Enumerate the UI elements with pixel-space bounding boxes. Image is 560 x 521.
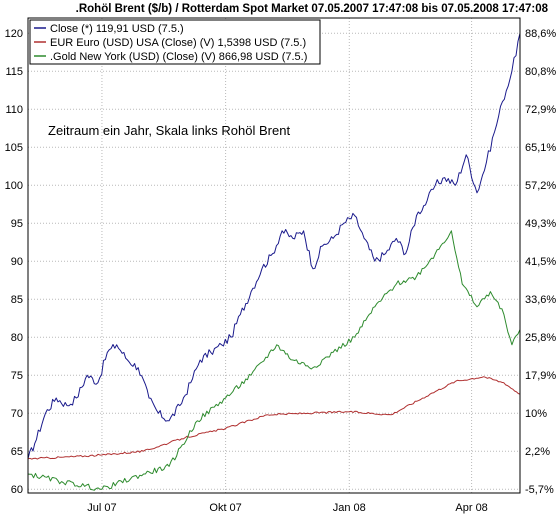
x-tick-label: Jan 08 — [333, 502, 366, 514]
chart-title: .Rohöl Brent ($/b) / Rotterdam Spot Mark… — [76, 3, 549, 15]
legend-entry: EUR Euro (USD) USA (Close) (V) 1,5398 US… — [50, 37, 306, 49]
y-right-tick-label: 2,2% — [525, 446, 550, 458]
series-lines — [27, 33, 521, 491]
x-tick-labels: Jul 07 Okt 07 Jan 08 Apr 08 — [87, 502, 488, 514]
plot-frame — [27, 17, 521, 494]
y-left-tick-label: 65 — [11, 446, 23, 458]
y-left-tick-label: 60 — [11, 484, 23, 496]
y-left-tick-label: 105 — [5, 142, 23, 154]
y-left-tick-label: 110 — [5, 104, 23, 116]
y-right-tick-label: 25,8% — [525, 332, 556, 344]
y-left-tick-label: 90 — [11, 256, 23, 268]
x-tick-label: Apr 08 — [455, 502, 487, 514]
legend-entry: .Gold New York (USD) (Close) (V) 866,98 … — [50, 51, 307, 63]
y-right-tick-label: 88,6% — [525, 28, 556, 40]
y-left-tick-label: 85 — [11, 294, 23, 306]
series-line-2 — [27, 376, 521, 460]
y-right-tick-label: 65,1% — [525, 142, 556, 154]
y-right-tick-label: 10% — [525, 408, 547, 420]
y-left-tick-label: 80 — [11, 332, 23, 344]
y-right-tick-label: 33,6% — [525, 294, 556, 306]
x-tick-label: Okt 07 — [209, 502, 241, 514]
y-left-tick-labels: 60 65 70 75 80 85 90 95 100 105 110 115 120 — [5, 28, 23, 496]
legend-entry: Close (*) 119,91 USD (7.5.) — [50, 23, 184, 35]
legend-box — [29, 19, 321, 65]
annotation: Zeitraum ein Jahr, Skala links Rohöl Bre… — [48, 123, 290, 138]
series-line-1 — [27, 33, 521, 459]
y-left-tick-label: 120 — [5, 28, 23, 40]
grid — [28, 18, 520, 493]
y-left-tick-label: 100 — [5, 180, 23, 192]
y-right-tick-label: 80,8% — [525, 66, 556, 78]
y-left-tick-label: 115 — [5, 66, 23, 78]
legend: Close (*) 119,91 USD (7.5.) EUR Euro (USD… — [29, 19, 321, 65]
series-line-3 — [27, 230, 521, 491]
y-left-tick-label: 70 — [11, 408, 23, 420]
y-left-tick-label: 95 — [11, 218, 23, 230]
x-tick-label: Jul 07 — [87, 502, 116, 514]
y-left-tick-label: 75 — [11, 370, 23, 382]
y-right-tick-label: 49,3% — [525, 218, 556, 230]
y-right-tick-labels: -5,7% 2,2% 10% 17,9% 25,8% 33,6% 41,5% 49,3% 57,… — [525, 28, 556, 496]
y-right-tick-label: 17,9% — [525, 370, 556, 382]
y-right-tick-label: 72,9% — [525, 104, 556, 116]
y-right-tick-label: 57,2% — [525, 180, 556, 192]
y-right-tick-label: -5,7% — [525, 484, 554, 496]
y-right-tick-label: 41,5% — [525, 256, 556, 268]
